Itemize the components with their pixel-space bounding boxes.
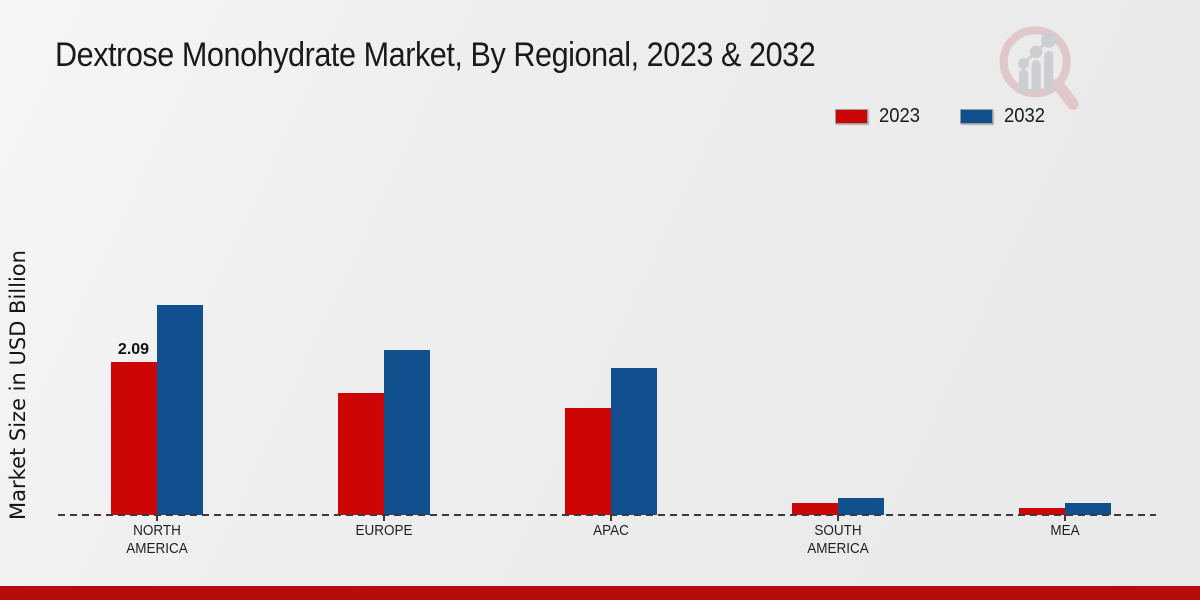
x-axis-tick-europe: [382, 515, 385, 521]
chart-title: Dextrose Monohydrate Market, By Regional…: [55, 36, 816, 74]
bar-2032-south-america: [838, 498, 885, 515]
x-axis-baseline: [58, 514, 1156, 516]
category-label-mea: MEA: [1050, 522, 1080, 539]
x-axis-tick-south-america: [837, 515, 840, 521]
category-label-europe: EUROPE: [355, 522, 413, 539]
category-label-north-america: NORTH AMERICA: [125, 522, 188, 558]
bar-2032-mea: [1065, 503, 1112, 515]
category-label-apac: APAC: [593, 522, 629, 539]
legend-swatch-2023: [835, 109, 868, 124]
bar-2023-north-america: [110, 362, 157, 515]
bar-2023-apac: [564, 408, 611, 515]
bar-2023-mea: [1019, 508, 1066, 515]
legend: 2023 2032: [835, 105, 1048, 128]
bar-2023-south-america: [792, 503, 839, 515]
bar-2032-europe: [383, 350, 430, 515]
bar-2032-apac: [610, 368, 657, 515]
market-research-watermark-logo: [999, 26, 1079, 110]
footer-red-strip: [0, 586, 1200, 600]
legend-swatch-2032: [959, 109, 993, 124]
x-axis-tick-north-america: [155, 515, 158, 521]
x-axis-tick-apac: [609, 515, 612, 521]
bar-2032-north-america: [156, 305, 203, 515]
category-label-south-america: SOUTH AMERICA: [807, 522, 869, 558]
legend-label: 2032: [1003, 105, 1045, 127]
x-axis-tick-mea: [1064, 515, 1067, 521]
legend-label: 2023: [879, 105, 920, 127]
bar-value-label-2023-north-america: 2.09: [117, 341, 150, 358]
legend-item-2032: 2032: [959, 105, 1049, 128]
bar-2023-europe: [337, 393, 384, 515]
legend-item-2023: 2023: [835, 105, 924, 128]
magnifier-handle-icon: [1051, 78, 1079, 110]
